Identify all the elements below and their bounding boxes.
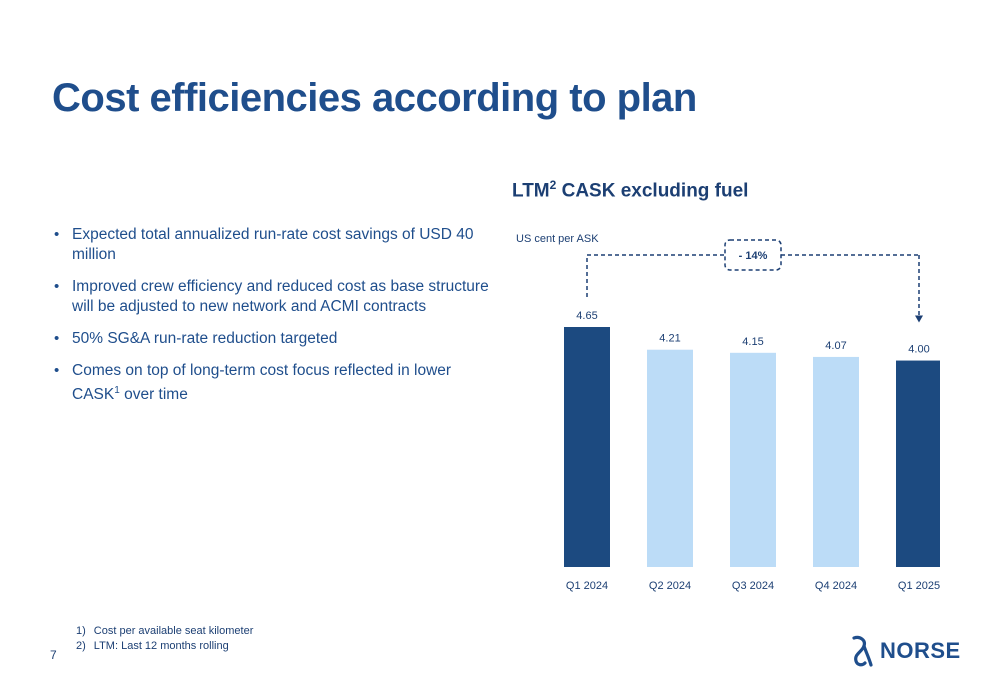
bullet-item: • Improved crew efficiency and reduced c… xyxy=(52,277,492,317)
bar-q1-2024 xyxy=(564,327,610,567)
footnote: 2) LTM: Last 12 months rolling xyxy=(76,639,253,654)
annotation-text: - 14% xyxy=(739,250,768,262)
footnote-ref: 1 xyxy=(114,385,120,396)
bullet-dot: • xyxy=(54,330,60,347)
annotation-arrowhead xyxy=(915,315,923,323)
norse-logo-icon xyxy=(852,635,873,667)
data-label: 4.21 xyxy=(659,333,680,345)
page-number: 7 xyxy=(50,648,57,662)
bullet-text: Improved crew efficiency and reduced cos… xyxy=(72,278,489,315)
bar-q1-2025 xyxy=(896,360,940,567)
x-tick-label: Q3 2024 xyxy=(732,580,774,592)
chart-title-footnote-ref: 2 xyxy=(549,178,557,192)
cask-bar-chart: 4.65 Q1 2024 4.21 Q2 2024 4.15 Q3 2024 4.07 Q4 … xyxy=(564,239,940,592)
x-tick-label: Q2 2024 xyxy=(649,580,691,592)
data-label: 4.15 xyxy=(742,336,763,348)
norse-logo: NORSE xyxy=(850,634,961,668)
bullet-text-suffix: over time xyxy=(119,386,188,404)
bullet-text: 50% SG&A run-rate reduction targeted xyxy=(72,330,338,347)
footnote-text: LTM: Last 12 months rolling xyxy=(93,640,229,652)
bullet-item: • Comes on top of long-term cost focus r… xyxy=(52,361,492,405)
bullet-dot: • xyxy=(54,278,60,295)
data-label: 4.07 xyxy=(825,340,846,352)
bullet-text: Comes on top of long-term cost focus ref… xyxy=(72,362,452,404)
chart-title-suffix: CASK excluding fuel xyxy=(556,180,749,202)
footnotes: 1) Cost per available seat kilometer 2) … xyxy=(76,624,253,654)
slide-title: Cost efficiencies according to plan xyxy=(52,76,697,120)
y-axis-unit-label: US cent per ASK xyxy=(516,233,599,245)
bullet-dot: • xyxy=(54,226,60,243)
footnote: 1) Cost per available seat kilometer xyxy=(76,624,253,639)
bullet-text: Expected total annualized run-rate cost … xyxy=(72,226,474,263)
bar-q2-2024 xyxy=(647,349,693,567)
data-label: 4.00 xyxy=(908,344,929,356)
annotation-box xyxy=(724,239,782,271)
chart-title-prefix: LTM xyxy=(512,180,550,202)
chart-title: LTM2 CASK excluding fuel xyxy=(512,178,748,202)
x-tick-label: Q4 2024 xyxy=(815,580,857,592)
data-label: 4.65 xyxy=(576,310,597,322)
bar-q4-2024 xyxy=(813,356,859,567)
x-tick-label: Q1 2024 xyxy=(566,580,608,592)
footnote-number: 2) xyxy=(76,640,86,652)
x-tick-label: Q1 2025 xyxy=(898,580,940,592)
logo-text: NORSE xyxy=(880,638,961,663)
bar-q3-2024 xyxy=(730,352,776,567)
bullet-item: • 50% SG&A run-rate reduction targeted xyxy=(52,329,492,349)
bullet-dot: • xyxy=(54,362,60,379)
footnote-number: 1) xyxy=(76,625,86,637)
bullet-list: • Expected total annualized run-rate cos… xyxy=(52,225,492,417)
footnote-text: Cost per available seat kilometer xyxy=(93,625,254,637)
bullet-item: • Expected total annualized run-rate cos… xyxy=(52,225,492,265)
